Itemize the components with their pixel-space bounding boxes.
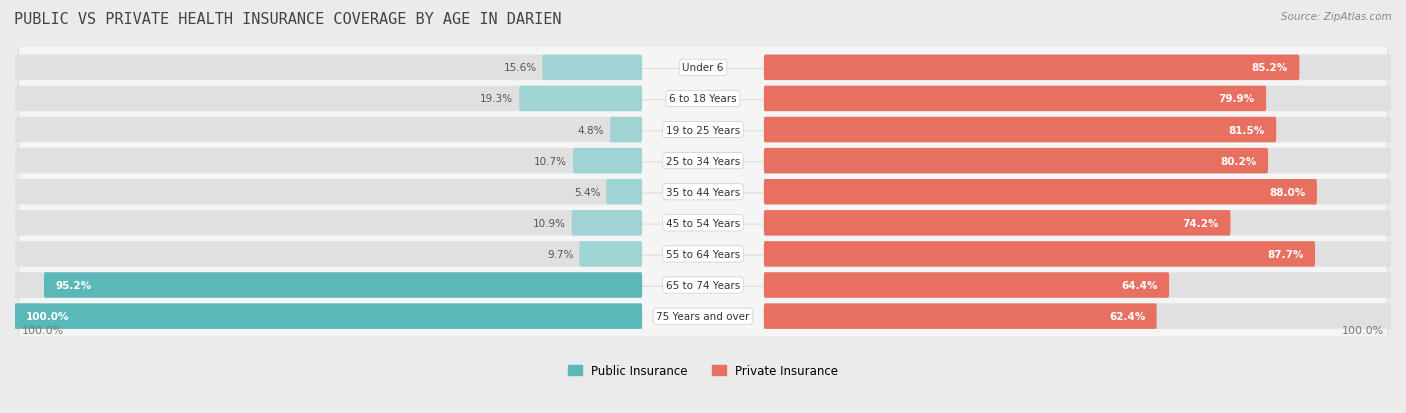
FancyBboxPatch shape [18,194,1388,253]
FancyBboxPatch shape [14,304,643,329]
FancyBboxPatch shape [763,55,1392,81]
FancyBboxPatch shape [763,273,1392,298]
Text: 45 to 54 Years: 45 to 54 Years [666,218,740,228]
Text: Source: ZipAtlas.com: Source: ZipAtlas.com [1281,12,1392,22]
Text: 79.9%: 79.9% [1219,94,1254,104]
Text: Under 6: Under 6 [682,63,724,73]
FancyBboxPatch shape [44,273,643,298]
FancyBboxPatch shape [763,149,1392,174]
FancyBboxPatch shape [763,117,1392,143]
Text: 81.5%: 81.5% [1229,125,1265,135]
FancyBboxPatch shape [574,149,643,174]
FancyBboxPatch shape [763,211,1392,236]
Text: 15.6%: 15.6% [503,63,537,73]
FancyBboxPatch shape [14,180,643,205]
Text: 35 to 44 Years: 35 to 44 Years [666,187,740,197]
FancyBboxPatch shape [763,149,1268,174]
FancyBboxPatch shape [18,131,1388,191]
Text: 25 to 34 Years: 25 to 34 Years [666,156,740,166]
Text: 19 to 25 Years: 19 to 25 Years [666,125,740,135]
FancyBboxPatch shape [763,273,1170,298]
FancyBboxPatch shape [14,211,643,236]
FancyBboxPatch shape [14,149,643,174]
FancyBboxPatch shape [610,117,643,143]
FancyBboxPatch shape [763,117,1277,143]
Text: 95.2%: 95.2% [55,280,91,290]
FancyBboxPatch shape [572,211,643,236]
FancyBboxPatch shape [18,256,1388,315]
Legend: Public Insurance, Private Insurance: Public Insurance, Private Insurance [568,364,838,377]
FancyBboxPatch shape [763,55,1299,81]
FancyBboxPatch shape [18,38,1388,98]
FancyBboxPatch shape [18,162,1388,222]
FancyBboxPatch shape [763,180,1317,205]
Text: 100.0%: 100.0% [1341,325,1384,336]
Text: 87.7%: 87.7% [1267,249,1303,259]
Text: 74.2%: 74.2% [1182,218,1219,228]
Text: 10.9%: 10.9% [533,218,567,228]
FancyBboxPatch shape [763,180,1392,205]
Text: 88.0%: 88.0% [1270,187,1306,197]
Text: 65 to 74 Years: 65 to 74 Years [666,280,740,290]
FancyBboxPatch shape [14,86,643,112]
Text: 19.3%: 19.3% [481,94,513,104]
Text: 5.4%: 5.4% [574,187,600,197]
FancyBboxPatch shape [18,69,1388,129]
FancyBboxPatch shape [519,86,643,112]
Text: 85.2%: 85.2% [1251,63,1288,73]
Text: 55 to 64 Years: 55 to 64 Years [666,249,740,259]
FancyBboxPatch shape [14,55,643,81]
FancyBboxPatch shape [763,304,1157,329]
FancyBboxPatch shape [606,180,643,205]
Text: 100.0%: 100.0% [22,325,65,336]
FancyBboxPatch shape [18,225,1388,284]
Text: 100.0%: 100.0% [25,311,69,321]
FancyBboxPatch shape [14,117,643,143]
FancyBboxPatch shape [18,287,1388,346]
FancyBboxPatch shape [543,55,643,81]
FancyBboxPatch shape [763,86,1267,112]
Text: PUBLIC VS PRIVATE HEALTH INSURANCE COVERAGE BY AGE IN DARIEN: PUBLIC VS PRIVATE HEALTH INSURANCE COVER… [14,12,561,27]
FancyBboxPatch shape [763,242,1392,267]
Text: 6 to 18 Years: 6 to 18 Years [669,94,737,104]
FancyBboxPatch shape [763,304,1392,329]
FancyBboxPatch shape [763,86,1392,112]
FancyBboxPatch shape [14,242,643,267]
FancyBboxPatch shape [14,273,643,298]
Text: 64.4%: 64.4% [1122,280,1157,290]
Text: 75 Years and over: 75 Years and over [657,311,749,321]
FancyBboxPatch shape [14,304,643,329]
Text: 9.7%: 9.7% [547,249,574,259]
FancyBboxPatch shape [763,211,1230,236]
Text: 10.7%: 10.7% [534,156,567,166]
Text: 80.2%: 80.2% [1220,156,1257,166]
FancyBboxPatch shape [763,242,1315,267]
Text: 4.8%: 4.8% [578,125,605,135]
FancyBboxPatch shape [579,242,643,267]
Text: 62.4%: 62.4% [1109,311,1146,321]
FancyBboxPatch shape [18,100,1388,160]
